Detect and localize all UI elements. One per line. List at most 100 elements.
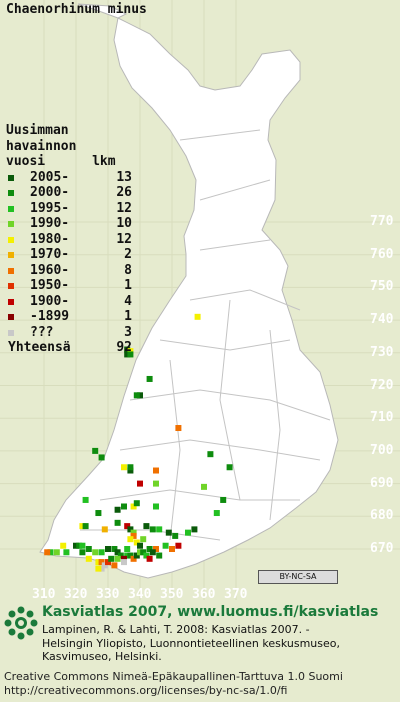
observation-marker <box>127 536 134 543</box>
observation-marker <box>76 542 83 549</box>
legend-count: 12 <box>116 231 132 247</box>
legend-label: -1899 <box>30 309 70 324</box>
legend-label: 2005- <box>30 169 70 185</box>
legend-swatch <box>8 267 14 274</box>
legend-row: 1950- 1 <box>6 278 132 294</box>
observation-marker <box>149 549 156 556</box>
observation-marker <box>143 552 150 559</box>
observation-marker <box>92 447 99 454</box>
observation-marker <box>194 313 201 320</box>
observation-marker <box>124 351 131 358</box>
observation-marker <box>130 532 137 539</box>
observation-marker <box>137 549 143 556</box>
legend-label: 1970- <box>30 247 70 262</box>
y-tick-label: 710 <box>370 410 394 426</box>
observation-marker <box>133 552 140 559</box>
observation-marker <box>169 546 175 552</box>
observation-marker <box>124 552 131 559</box>
legend-swatch <box>8 314 14 320</box>
legend-row: 1970- 2 <box>6 247 132 263</box>
citation-line-3: Kasvimuseo, Helsinki. <box>42 650 162 663</box>
observation-marker <box>124 546 131 552</box>
legend-swatch <box>8 221 14 227</box>
legend-label: 1960- <box>30 262 70 278</box>
legend-header-3: vuosi lkm <box>6 154 116 169</box>
observation-marker <box>82 496 89 503</box>
distribution-map <box>0 0 400 600</box>
observation-marker <box>95 565 102 572</box>
legend: Uusimman havainnon vuosi lkm 2005- 13 2000… <box>6 123 132 356</box>
legend-label: 1900- <box>30 293 70 309</box>
observation-marker <box>137 542 143 549</box>
cc-license-badge[interactable]: BY-NC-SA <box>258 570 338 584</box>
observation-marker <box>137 480 143 487</box>
observation-marker <box>143 523 150 530</box>
legend-row: 2005- 13 <box>6 169 132 186</box>
observation-marker <box>114 519 121 526</box>
license-url[interactable]: http://creativecommons.org/licenses/by-n… <box>4 684 288 697</box>
legend-header-1: Uusimman <box>6 123 69 138</box>
observation-marker <box>175 542 182 549</box>
citation-line-2: Helsingin Yliopisto, Luonnontieteellinen… <box>42 636 340 650</box>
legend-swatch <box>8 329 14 336</box>
observation-marker <box>98 559 105 566</box>
y-tick-label: 760 <box>370 246 394 262</box>
citation-line-1: Lampinen, R. & Lahti, T. 2008: Kasviatla… <box>42 623 310 636</box>
y-tick-label: 680 <box>370 508 394 524</box>
observation-marker <box>114 549 121 556</box>
observation-marker <box>162 542 169 549</box>
observation-marker <box>95 510 102 517</box>
legend-row: 1900- 4 <box>6 293 132 310</box>
observation-marker <box>92 549 99 556</box>
observation-marker <box>127 348 134 355</box>
observation-marker <box>133 392 140 399</box>
observation-marker <box>127 351 134 358</box>
x-tick-label: 340 <box>128 587 152 602</box>
observation-marker <box>226 464 233 471</box>
legend-swatch <box>8 174 14 181</box>
legend-swatch <box>8 252 14 258</box>
legend-count: 4 <box>124 293 132 309</box>
observation-marker <box>95 559 102 566</box>
observation-marker <box>114 555 121 562</box>
y-tick-label: 690 <box>370 475 394 491</box>
observation-marker <box>121 559 127 566</box>
observation-marker <box>101 562 108 569</box>
observation-marker <box>53 549 60 556</box>
observation-marker <box>153 480 159 487</box>
x-tick-label: 320 <box>64 587 88 602</box>
observation-marker <box>146 375 153 382</box>
observation-marker <box>79 542 86 549</box>
legend-row: 2000- 26 <box>6 185 132 201</box>
observation-marker <box>63 549 70 556</box>
observation-marker <box>133 500 140 507</box>
legend-count: 13 <box>116 169 132 185</box>
legend-count: 1 <box>124 278 132 293</box>
legend-count: 1 <box>124 309 132 324</box>
legend-label: 1995- <box>30 200 70 216</box>
legend-swatch <box>8 205 14 212</box>
observation-marker <box>140 536 147 543</box>
legend-count: 8 <box>124 262 132 278</box>
observation-marker <box>79 549 86 556</box>
observation-marker <box>127 526 134 533</box>
observation-marker <box>220 496 227 503</box>
observation-marker <box>127 552 134 559</box>
observation-marker <box>165 529 172 536</box>
legend-label: 1950- <box>30 278 70 293</box>
observation-marker <box>124 346 131 353</box>
citation: Lampinen, R. & Lahti, T. 2008: Kasviatla… <box>42 623 340 664</box>
legend-label: ??? <box>30 324 54 340</box>
footer <box>0 600 400 702</box>
observation-marker <box>153 503 159 510</box>
observation-marker <box>191 526 198 533</box>
legend-label: 1990- <box>30 216 70 231</box>
legend-total: Yhteensä 92 <box>6 340 132 356</box>
finland-outline <box>39 17 339 579</box>
x-tick-label: 350 <box>160 587 184 602</box>
footer-heading[interactable]: Kasviatlas 2007, www.luomus.fi/kasviatla… <box>42 604 379 620</box>
observation-marker <box>98 549 105 556</box>
legend-row: ??? 3 <box>6 324 132 341</box>
observation-marker <box>85 546 92 552</box>
legend-swatch <box>8 190 14 196</box>
